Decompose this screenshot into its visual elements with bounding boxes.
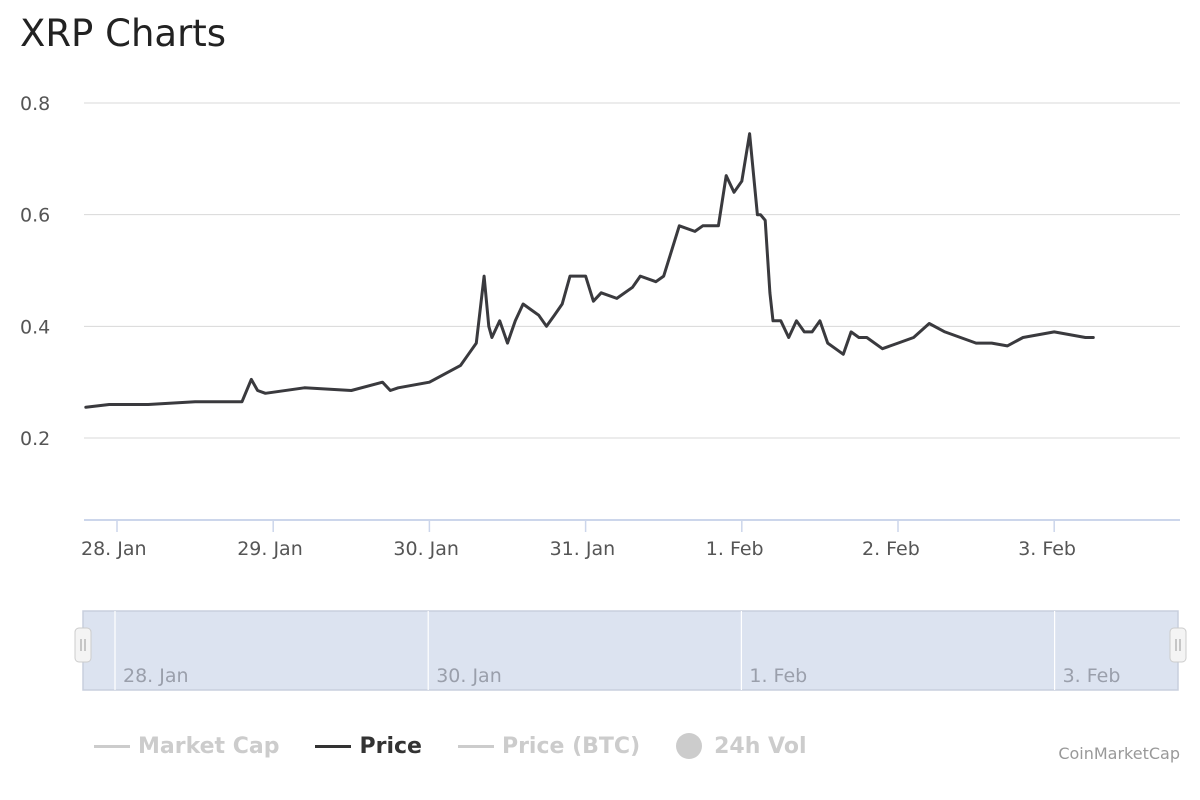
legend-item-market-cap[interactable]: Market Cap	[94, 734, 279, 759]
legend-item-price-btc[interactable]: Price (BTC)	[457, 733, 641, 759]
legend-line-icon	[457, 744, 494, 748]
x-tick-label: 3. Feb	[1018, 538, 1076, 560]
plot-area[interactable]	[84, 132, 1095, 409]
legend-line-icon	[315, 744, 352, 748]
legend-label: Market Cap	[138, 733, 280, 759]
x-tick-label: 29. Jan	[237, 538, 303, 560]
credit-label[interactable]: CoinMarketCap	[1058, 744, 1180, 763]
legend-label: Price	[359, 733, 422, 759]
navigator-tick-label: 30. Jan	[436, 665, 502, 687]
legend-label: 24h Vol	[714, 733, 807, 759]
legend: Market Cap Price Price (BTC) 24h Vol	[94, 733, 843, 759]
x-tick-label: 1. Feb	[706, 538, 764, 560]
legend-item-24h-vol[interactable]: 24h Vol	[676, 733, 807, 759]
grid-lines	[84, 102, 1180, 439]
navigator-left-handle[interactable]	[74, 627, 92, 663]
y-tick-label: 0.8	[20, 93, 50, 115]
y-tick-label: 0.4	[20, 316, 50, 338]
y-tick-label: 0.2	[20, 428, 50, 450]
x-tick-label: 30. Jan	[393, 538, 459, 560]
legend-line-icon	[94, 744, 130, 748]
navigator-tick-label: 28. Jan	[123, 665, 189, 687]
navigator-tick-label: 1. Feb	[749, 665, 807, 687]
x-tick-label: 31. Jan	[550, 538, 616, 560]
price-series-line[interactable]	[84, 132, 1095, 409]
x-tick-label: 2. Feb	[862, 538, 920, 560]
navigator-selection[interactable]	[82, 610, 1179, 691]
navigator-right-handle[interactable]	[1169, 627, 1187, 663]
legend-label: Price (BTC)	[501, 733, 641, 759]
x-tick-label: 28. Jan	[81, 538, 147, 560]
navigator-tick-label: 3. Feb	[1063, 665, 1121, 687]
x-axis: 28. Jan 29. Jan 30. Jan 31. Jan 1. Feb 2. Feb…	[81, 519, 1180, 560]
chart-title: XRP Charts	[20, 12, 227, 55]
y-tick-label: 0.6	[20, 205, 50, 227]
y-axis-ticks: 0.2 0.4 0.6 0.8	[20, 93, 50, 450]
legend-item-price[interactable]: Price	[315, 733, 422, 759]
legend-dot-icon	[676, 733, 703, 759]
navigator[interactable]: 28. Jan 30. Jan 1. Feb 3. Feb	[74, 610, 1187, 691]
